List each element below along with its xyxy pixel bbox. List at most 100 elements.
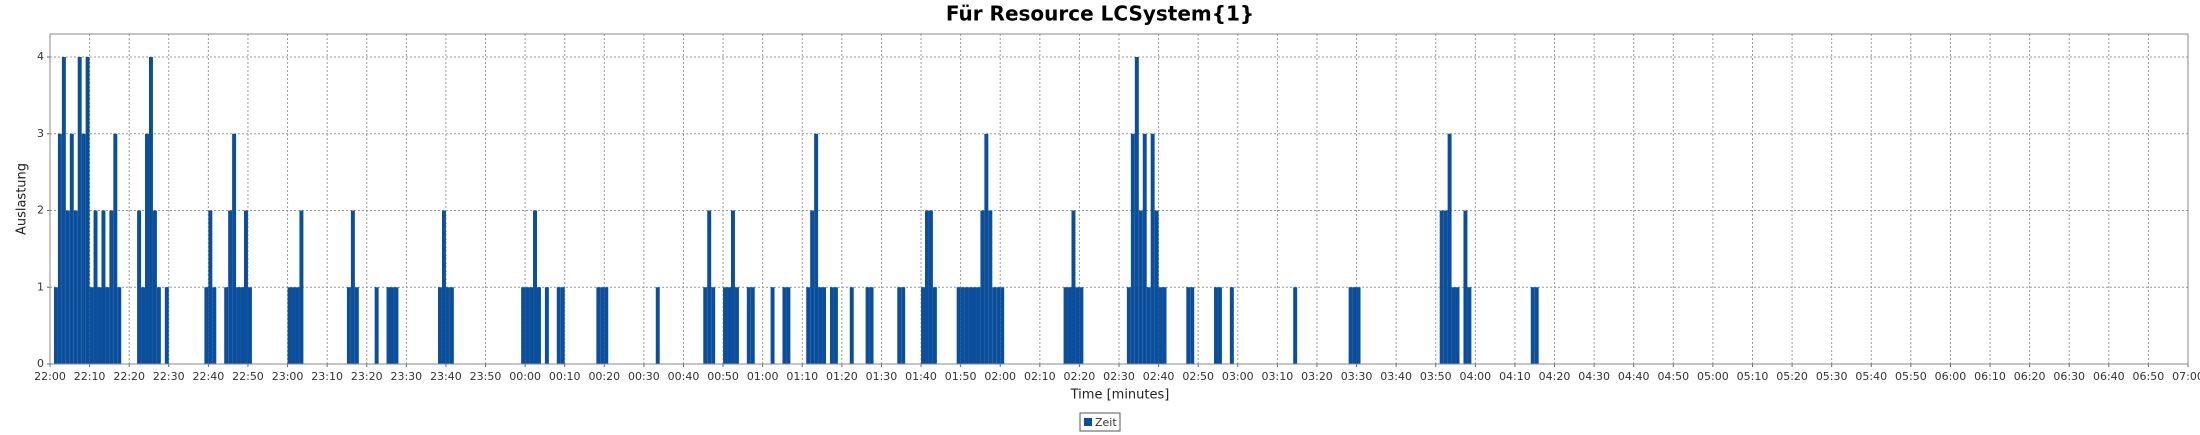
bar bbox=[65, 210, 70, 364]
bar bbox=[247, 287, 252, 364]
bar bbox=[93, 210, 98, 364]
bar bbox=[77, 57, 82, 364]
bar bbox=[1348, 287, 1353, 364]
bar bbox=[901, 287, 906, 364]
bar bbox=[287, 287, 292, 364]
x-tick-label: 04:20 bbox=[1539, 370, 1571, 383]
legend-label: Zeit bbox=[1095, 416, 1117, 429]
bar bbox=[521, 287, 526, 364]
bar bbox=[1138, 210, 1143, 364]
bar bbox=[441, 210, 446, 364]
bar bbox=[1079, 287, 1084, 364]
bar bbox=[964, 287, 969, 364]
x-tick-label: 04:30 bbox=[1578, 370, 1610, 383]
bar bbox=[445, 287, 450, 364]
x-tick-label: 03:50 bbox=[1420, 370, 1452, 383]
x-tick-label: 23:20 bbox=[351, 370, 383, 383]
x-tick-label: 06:30 bbox=[2053, 370, 2085, 383]
bar bbox=[818, 287, 823, 364]
bar bbox=[1214, 287, 1218, 364]
legend-swatch bbox=[1084, 418, 1092, 426]
x-tick-label: 04:50 bbox=[1657, 370, 1689, 383]
bar bbox=[1154, 210, 1159, 364]
bar bbox=[810, 210, 815, 364]
bar bbox=[734, 287, 739, 364]
x-tick-label: 01:40 bbox=[905, 370, 937, 383]
bar bbox=[1467, 287, 1472, 364]
bar bbox=[980, 210, 985, 364]
x-tick-label: 00:00 bbox=[509, 370, 541, 383]
bar bbox=[976, 287, 981, 364]
bar bbox=[746, 287, 751, 364]
bar bbox=[968, 287, 973, 364]
bar bbox=[814, 133, 819, 364]
bar bbox=[73, 210, 78, 364]
bar bbox=[1534, 287, 1539, 364]
x-tick-label: 22:30 bbox=[153, 370, 185, 383]
bar bbox=[1443, 210, 1448, 364]
x-tick-label: 01:20 bbox=[826, 370, 858, 383]
x-tick-label: 01:50 bbox=[945, 370, 977, 383]
x-tick-label: 02:00 bbox=[984, 370, 1016, 383]
bar bbox=[996, 287, 1001, 364]
bar bbox=[1067, 287, 1072, 364]
bar bbox=[81, 133, 86, 364]
x-tick-label: 00:50 bbox=[707, 370, 739, 383]
bar bbox=[723, 287, 728, 364]
bar bbox=[350, 210, 355, 364]
bar bbox=[849, 287, 854, 364]
x-tick-label: 06:40 bbox=[2093, 370, 2125, 383]
bar bbox=[137, 210, 142, 364]
bar bbox=[394, 287, 399, 364]
x-tick-label: 23:00 bbox=[272, 370, 304, 383]
bar bbox=[655, 287, 660, 364]
bar bbox=[544, 287, 549, 364]
bar bbox=[1356, 287, 1361, 364]
bar bbox=[829, 287, 834, 364]
bar bbox=[57, 133, 62, 364]
x-tick-label: 23:50 bbox=[470, 370, 502, 383]
x-tick-label: 05:50 bbox=[1895, 370, 1927, 383]
bar bbox=[1075, 287, 1080, 364]
bar bbox=[212, 287, 217, 364]
bar bbox=[600, 287, 605, 364]
bar bbox=[346, 287, 351, 364]
x-tick-label: 01:00 bbox=[747, 370, 779, 383]
bar bbox=[145, 133, 149, 364]
bar bbox=[1063, 287, 1068, 364]
bar bbox=[897, 287, 902, 364]
x-tick-label: 03:10 bbox=[1262, 370, 1294, 383]
bar bbox=[984, 133, 989, 364]
bar bbox=[386, 287, 391, 364]
bar bbox=[1463, 210, 1468, 364]
x-tick-label: 22:40 bbox=[193, 370, 225, 383]
bar bbox=[141, 287, 146, 364]
bar bbox=[117, 287, 122, 364]
plot-border bbox=[49, 33, 2189, 365]
bar bbox=[596, 287, 601, 364]
x-tick-label: 00:30 bbox=[628, 370, 660, 383]
bar bbox=[438, 287, 442, 364]
x-tick-label: 05:30 bbox=[1816, 370, 1848, 383]
bar bbox=[236, 287, 241, 364]
bar bbox=[113, 133, 118, 364]
bar bbox=[730, 210, 735, 364]
x-tick-label: 23:30 bbox=[390, 370, 422, 383]
x-tick-label: 07:00 bbox=[2172, 370, 2200, 383]
bar bbox=[1158, 287, 1163, 364]
y-axis-label: Auslastung bbox=[15, 163, 30, 235]
bar bbox=[822, 287, 827, 364]
x-tick-label: 22:10 bbox=[74, 370, 106, 383]
bar bbox=[604, 287, 609, 364]
x-tick-label: 00:20 bbox=[588, 370, 620, 383]
bar bbox=[89, 287, 94, 364]
bar bbox=[932, 287, 937, 364]
bar bbox=[101, 210, 106, 364]
x-tick-label: 00:10 bbox=[549, 370, 581, 383]
x-tick-label: 04:40 bbox=[1618, 370, 1650, 383]
x-tick-label: 22:00 bbox=[34, 370, 66, 383]
x-tick-label: 22:20 bbox=[113, 370, 145, 383]
bar bbox=[529, 287, 534, 364]
bar bbox=[148, 57, 153, 364]
